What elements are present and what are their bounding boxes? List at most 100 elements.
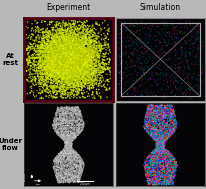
Point — [40, 28, 43, 31]
Point — [99, 95, 102, 98]
Point — [40, 56, 43, 59]
Point — [61, 167, 64, 170]
Point — [68, 57, 71, 60]
Point — [55, 121, 58, 124]
Point — [162, 144, 165, 147]
Point — [126, 73, 129, 76]
Point — [154, 153, 157, 156]
Point — [71, 119, 74, 122]
Point — [158, 175, 161, 178]
Point — [148, 170, 152, 173]
Point — [159, 130, 163, 133]
Point — [170, 178, 173, 181]
Point — [68, 124, 71, 127]
Point — [67, 120, 70, 123]
Point — [68, 48, 72, 51]
Point — [35, 56, 38, 59]
Point — [65, 46, 69, 49]
Point — [150, 169, 153, 172]
Point — [78, 156, 81, 160]
Point — [56, 53, 59, 56]
Point — [69, 162, 72, 165]
Point — [69, 122, 73, 125]
Point — [66, 44, 69, 47]
Point — [172, 177, 175, 180]
Point — [73, 50, 76, 53]
Point — [62, 47, 65, 50]
Point — [61, 178, 65, 181]
Point — [158, 124, 161, 127]
Point — [74, 71, 77, 74]
Point — [56, 52, 60, 55]
Point — [74, 67, 77, 70]
Point — [29, 67, 33, 70]
Point — [72, 65, 75, 68]
Point — [171, 126, 174, 129]
Point — [73, 40, 76, 43]
Point — [166, 119, 170, 122]
Point — [68, 83, 71, 86]
Point — [69, 112, 73, 115]
Point — [73, 128, 76, 131]
Point — [103, 67, 106, 70]
Point — [158, 152, 161, 155]
Point — [59, 116, 62, 119]
Point — [81, 49, 84, 52]
Point — [57, 50, 61, 53]
Point — [62, 65, 65, 68]
Point — [171, 181, 174, 184]
Point — [68, 142, 71, 145]
Point — [60, 179, 64, 182]
Point — [71, 50, 75, 53]
Point — [167, 71, 170, 74]
Point — [61, 52, 65, 55]
Point — [155, 126, 158, 129]
Point — [157, 111, 160, 114]
Point — [73, 170, 76, 173]
Point — [77, 128, 80, 131]
Point — [55, 37, 58, 40]
Point — [64, 72, 68, 75]
Point — [99, 74, 103, 77]
Point — [78, 81, 82, 84]
Point — [84, 46, 87, 50]
Point — [48, 51, 51, 54]
Point — [61, 85, 64, 88]
Point — [62, 171, 66, 174]
Point — [61, 67, 64, 70]
Point — [198, 89, 201, 92]
Point — [80, 169, 83, 172]
Point — [69, 144, 72, 147]
Point — [65, 111, 68, 114]
Point — [89, 55, 93, 58]
Point — [145, 157, 148, 160]
Point — [73, 136, 77, 139]
Point — [75, 44, 78, 47]
Point — [84, 72, 87, 75]
Point — [96, 44, 100, 47]
Point — [70, 75, 73, 78]
Point — [74, 61, 77, 64]
Point — [49, 69, 53, 72]
Point — [167, 167, 170, 170]
Point — [70, 58, 73, 61]
Point — [36, 45, 40, 48]
Point — [73, 76, 77, 79]
Point — [170, 122, 173, 125]
Point — [66, 178, 69, 181]
Point — [74, 122, 77, 125]
Point — [157, 160, 161, 163]
Point — [62, 137, 66, 140]
Point — [166, 132, 169, 136]
Point — [62, 63, 66, 66]
Point — [87, 45, 90, 48]
Point — [166, 151, 169, 154]
Point — [68, 70, 71, 73]
Point — [101, 84, 105, 87]
Point — [67, 135, 70, 138]
Point — [166, 155, 170, 158]
Point — [165, 159, 169, 162]
Point — [85, 80, 88, 83]
Point — [62, 139, 66, 142]
Point — [54, 56, 57, 59]
